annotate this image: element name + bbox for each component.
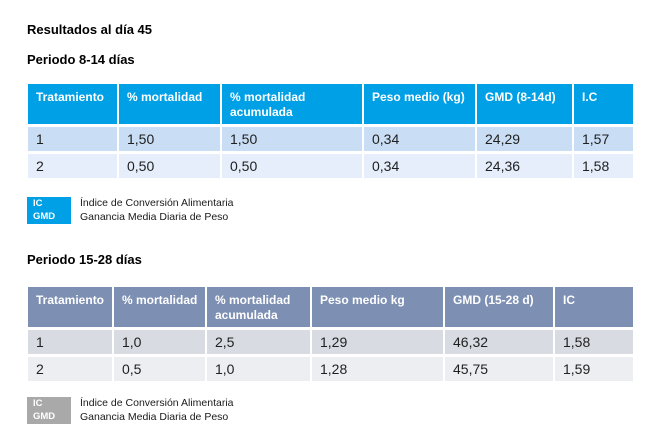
cell-mortalidad: 1,50 xyxy=(117,125,222,154)
column-header-peso-medio: Peso medio (kg) xyxy=(362,84,477,127)
cell-ic: 1,58 xyxy=(553,328,635,357)
cell-gmd: 24,29 xyxy=(475,125,574,154)
cell-gmd: 24,36 xyxy=(475,152,574,181)
column-header-mortalidad-acumulada: % mortalidad acumulada xyxy=(220,84,364,127)
cell-mortalidad-acumulada: 0,50 xyxy=(220,152,364,181)
legend-desc-gmd: Ganancia Media Diaria de Peso xyxy=(80,410,229,423)
cell-mortalidad-acumulada: 1,0 xyxy=(205,355,312,384)
cell-tratamiento: 1 xyxy=(26,328,114,357)
table-row: 1 1,0 2,5 1,29 46,32 1,58 xyxy=(26,328,635,357)
legend-key-gmd: GMD xyxy=(33,211,56,222)
cell-tratamiento: 1 xyxy=(26,125,119,154)
cell-ic: 1,57 xyxy=(572,125,635,154)
cell-mortalidad-acumulada: 1,50 xyxy=(220,125,364,154)
cell-mortalidad: 0,5 xyxy=(112,355,207,384)
table-header-row: Tratamiento % mortalidad % mortalidad ac… xyxy=(26,84,635,127)
legend-descriptions: Índice de Conversión Alimentaria Gananci… xyxy=(80,397,234,424)
column-header-mortalidad: % mortalidad xyxy=(112,287,207,330)
legend-key-box: IC GMD xyxy=(27,397,71,424)
section-heading-period-15-28: Periodo 15-28 días xyxy=(27,252,142,267)
cell-mortalidad-acumulada: 2,5 xyxy=(205,328,312,357)
cell-mortalidad: 0,50 xyxy=(117,152,222,181)
legend-desc-gmd: Ganancia Media Diaria de Peso xyxy=(80,210,229,223)
page-title: Resultados al día 45 xyxy=(27,22,152,37)
column-header-gmd: GMD (15-28 d) xyxy=(443,287,555,330)
legend-descriptions: Índice de Conversión Alimentaria Gananci… xyxy=(80,197,234,224)
cell-tratamiento: 2 xyxy=(26,152,119,181)
cell-peso-medio: 1,29 xyxy=(310,328,445,357)
legend-desc-ic: Índice de Conversión Alimentaria xyxy=(80,397,234,409)
column-header-mortalidad: % mortalidad xyxy=(117,84,222,127)
table-row: 2 0,5 1,0 1,28 45,75 1,59 xyxy=(26,355,635,384)
cell-ic: 1,59 xyxy=(553,355,635,384)
cell-gmd: 46,32 xyxy=(443,328,555,357)
legend-period-8-14: IC GMD Índice de Conversión Alimentaria … xyxy=(27,197,234,224)
legend-period-15-28: IC GMD Índice de Conversión Alimentaria … xyxy=(27,397,234,424)
table-header-row: Tratamiento % mortalidad % mortalidad ac… xyxy=(26,287,635,330)
table-period-15-28: Tratamiento % mortalidad % mortalidad ac… xyxy=(26,287,635,384)
legend-key-box: IC GMD xyxy=(27,197,71,224)
column-header-ic: I.C xyxy=(572,84,635,127)
column-header-ic: IC xyxy=(553,287,635,330)
cell-mortalidad: 1,0 xyxy=(112,328,207,357)
cell-ic: 1,58 xyxy=(572,152,635,181)
column-header-peso-medio: Peso medio kg xyxy=(310,287,445,330)
table-row: 2 0,50 0,50 0,34 24,36 1,58 xyxy=(26,152,635,181)
cell-peso-medio: 1,28 xyxy=(310,355,445,384)
cell-gmd: 45,75 xyxy=(443,355,555,384)
cell-peso-medio: 0,34 xyxy=(362,125,477,154)
legend-key-ic: IC xyxy=(33,398,43,409)
column-header-gmd: GMD (8-14d) xyxy=(475,84,574,127)
legend-key-ic: IC xyxy=(33,198,43,209)
legend-key-gmd: GMD xyxy=(33,411,56,422)
table-period-8-14: Tratamiento % mortalidad % mortalidad ac… xyxy=(26,84,635,181)
table-row: 1 1,50 1,50 0,34 24,29 1,57 xyxy=(26,125,635,154)
section-heading-period-8-14: Periodo 8-14 días xyxy=(27,52,135,67)
column-header-tratamiento: Tratamiento xyxy=(26,84,119,127)
cell-peso-medio: 0,34 xyxy=(362,152,477,181)
column-header-tratamiento: Tratamiento xyxy=(26,287,114,330)
column-header-mortalidad-acumulada: % mortalidad acumulada xyxy=(205,287,312,330)
legend-desc-ic: Índice de Conversión Alimentaria xyxy=(80,197,234,209)
cell-tratamiento: 2 xyxy=(26,355,114,384)
